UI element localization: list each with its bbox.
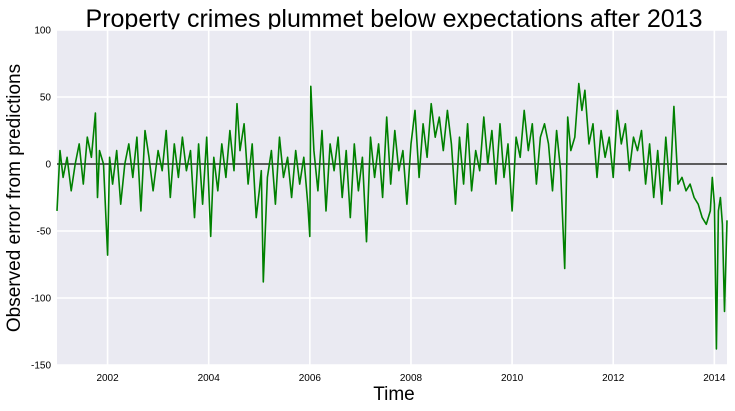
y-tick-label: 50: [40, 93, 52, 104]
x-tick-label: 2004: [198, 373, 221, 384]
x-axis-label: Time: [373, 384, 415, 405]
plot-area: [57, 30, 727, 365]
y-axis-label: Observed error from predictions: [4, 64, 25, 332]
y-axis-ticks: -150 -100 -50 0 50 100: [31, 26, 51, 372]
y-tick-label: -50: [37, 227, 52, 238]
x-tick-label: 2010: [501, 373, 524, 384]
x-tick-label: 2002: [96, 373, 119, 384]
chart-title: Property crimes plummet below expectatio…: [86, 5, 703, 33]
y-tick-label: -150: [31, 361, 51, 372]
y-tick-label: 100: [34, 26, 51, 37]
y-tick-label: -100: [31, 294, 51, 305]
x-tick-label: 2014: [703, 373, 726, 384]
x-tick-label: 2006: [299, 373, 322, 384]
x-tick-label: 2012: [602, 373, 625, 384]
error-series-line: [56, 82, 728, 350]
y-tick-label: 0: [45, 160, 51, 171]
x-tick-label: 2008: [400, 373, 423, 384]
x-axis-ticks: 2002 2004 2006 2008 2010 2012 2014: [96, 373, 725, 384]
